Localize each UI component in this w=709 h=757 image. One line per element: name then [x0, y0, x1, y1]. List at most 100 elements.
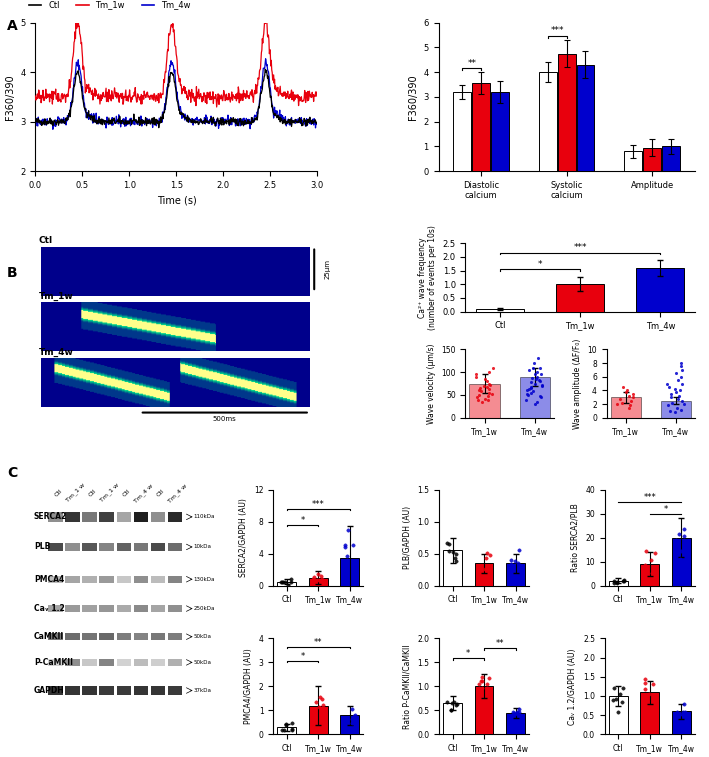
Point	[483, 384, 494, 396]
Point	[536, 378, 547, 391]
Point	[527, 362, 539, 374]
Point	[484, 387, 495, 399]
Point	[616, 397, 627, 409]
Point	[609, 575, 620, 587]
Point	[663, 381, 674, 393]
Text: GAPDH: GAPDH	[34, 686, 65, 695]
Bar	[640, 564, 659, 586]
Y-axis label: Caᵥ 1.2/GAPDH (AU): Caᵥ 1.2/GAPDH (AU)	[569, 648, 577, 724]
Point	[481, 564, 492, 576]
Text: ***: ***	[643, 493, 656, 502]
Bar	[340, 715, 359, 734]
Point	[670, 367, 681, 379]
Bar	[309, 578, 328, 586]
Point	[535, 375, 546, 388]
Point	[532, 371, 543, 383]
Point	[347, 555, 359, 567]
Bar	[65, 634, 79, 640]
Point	[276, 575, 287, 587]
Point	[627, 391, 638, 403]
Bar	[150, 576, 164, 583]
Bar	[150, 512, 164, 522]
Bar	[167, 659, 182, 666]
Y-axis label: Ratio SERCA2/PLB: Ratio SERCA2/PLB	[571, 503, 580, 572]
Point	[476, 674, 487, 687]
Point	[530, 398, 541, 410]
Point	[449, 696, 460, 708]
Bar	[116, 512, 130, 522]
Point	[522, 385, 533, 397]
Bar	[150, 634, 164, 640]
Point	[514, 706, 525, 718]
Bar	[443, 550, 462, 586]
Bar	[48, 634, 62, 640]
Bar	[116, 576, 130, 583]
Point	[473, 678, 484, 690]
Point	[675, 360, 686, 372]
Bar	[116, 686, 130, 695]
Text: 25μm: 25μm	[325, 260, 330, 279]
Bar	[474, 687, 493, 734]
Bar	[82, 686, 96, 695]
Text: 10kDa: 10kDa	[194, 544, 211, 550]
Point	[620, 386, 632, 398]
Bar	[48, 686, 62, 695]
Point	[277, 576, 289, 588]
Point	[673, 393, 684, 405]
Text: ***: ***	[550, 26, 564, 36]
Text: *: *	[538, 260, 542, 269]
Bar	[640, 692, 659, 734]
Point	[661, 378, 673, 390]
Point	[481, 678, 493, 690]
Point	[531, 366, 542, 378]
Text: Tm_1w: Tm_1w	[38, 291, 73, 301]
Point	[677, 709, 688, 721]
Point	[640, 559, 651, 571]
Point	[512, 557, 523, 569]
Bar	[277, 581, 296, 586]
Bar	[476, 309, 524, 312]
Bar	[558, 54, 576, 171]
Bar	[609, 696, 627, 734]
Point	[447, 546, 459, 558]
Point	[308, 571, 319, 583]
Text: Tm_4w: Tm_4w	[38, 347, 73, 357]
Point	[675, 385, 686, 397]
Point	[506, 559, 517, 571]
Bar	[520, 377, 549, 418]
Point	[677, 706, 688, 718]
Point	[671, 706, 683, 718]
Point	[624, 400, 635, 412]
Point	[511, 707, 523, 719]
Point	[530, 378, 541, 390]
Point	[647, 678, 659, 690]
Point	[523, 384, 535, 396]
Point	[450, 551, 461, 563]
Bar	[48, 543, 62, 551]
Point	[487, 362, 498, 374]
Point	[514, 544, 525, 556]
Point	[471, 391, 483, 403]
Text: 50kDa: 50kDa	[194, 660, 211, 665]
Y-axis label: Wave amplitude (ΔF/F₀): Wave amplitude (ΔF/F₀)	[573, 338, 581, 428]
Bar	[443, 703, 462, 734]
Point	[608, 682, 619, 694]
Point	[525, 382, 537, 394]
Bar	[506, 563, 525, 586]
Point	[647, 567, 658, 579]
Point	[442, 696, 453, 708]
Text: Tm_4 w: Tm_4 w	[133, 482, 155, 503]
Point	[618, 681, 629, 693]
Point	[669, 383, 681, 395]
Point	[639, 691, 650, 703]
Point	[623, 390, 634, 402]
Point	[481, 375, 493, 388]
Text: **: **	[496, 639, 504, 648]
Bar	[65, 605, 79, 612]
Bar	[662, 146, 680, 171]
Point	[639, 695, 650, 707]
Point	[316, 573, 328, 585]
Point	[534, 374, 545, 386]
Point	[483, 390, 494, 402]
Point	[662, 400, 674, 412]
